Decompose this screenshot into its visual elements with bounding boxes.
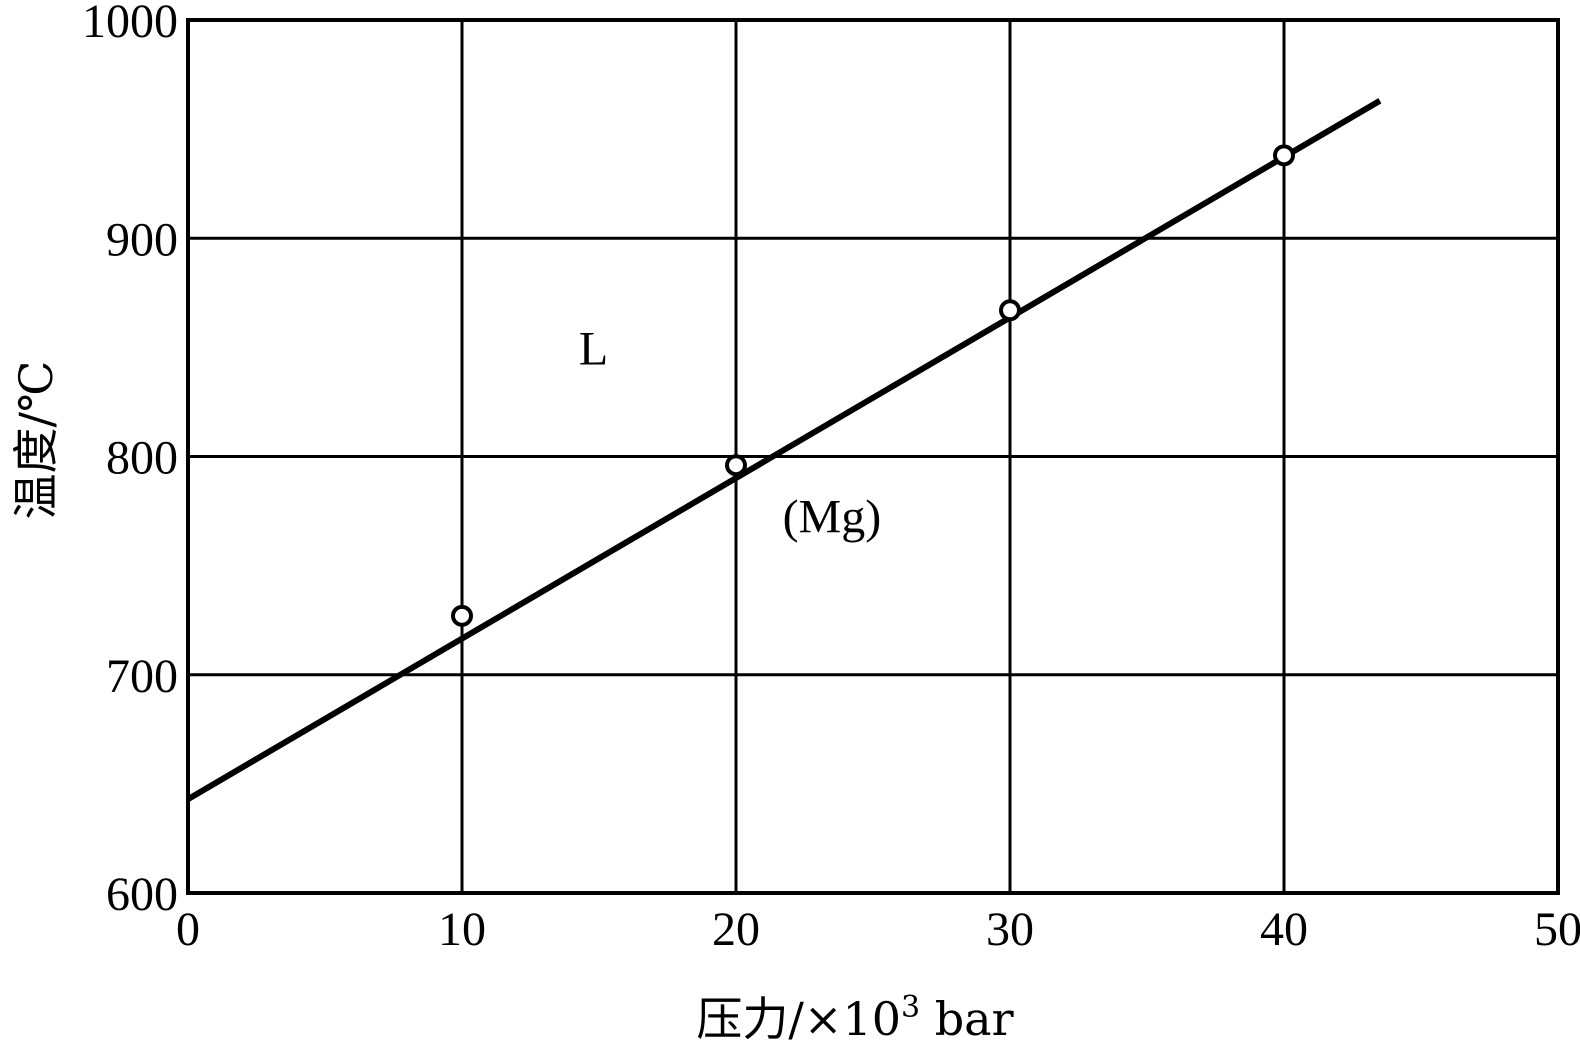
x-axis-title: 压力/×103 bar — [696, 990, 1013, 1046]
y-tick-label: 1000 — [82, 0, 178, 48]
data-point-marker — [999, 299, 1021, 322]
tick-labels: 0 10 20 30 40 50 600 700 800 900 1000 — [82, 0, 1580, 956]
grid-lines — [188, 20, 1558, 893]
data-point-marker — [451, 604, 473, 627]
y-tick-label: 600 — [106, 868, 178, 921]
x-axis-title-main: 压力/×10 — [696, 992, 901, 1046]
x-axis-title-superscript: 3 — [901, 990, 920, 1025]
x-axis-title-unit: bar — [920, 992, 1013, 1046]
series-layer — [186, 98, 1382, 802]
y-axis-title: 温度/℃ — [9, 361, 63, 520]
plot-frame — [186, 18, 1560, 895]
annotation-label: L — [579, 322, 608, 375]
series-line — [186, 98, 1382, 802]
x-tick-label: 10 — [438, 903, 486, 956]
data-point-marker — [1273, 144, 1295, 167]
y-tick-label: 900 — [106, 213, 178, 266]
x-tick-label: 50 — [1534, 903, 1580, 956]
x-tick-label: 20 — [712, 903, 760, 956]
data-point-marker — [725, 454, 747, 477]
y-tick-label: 700 — [106, 650, 178, 703]
x-tick-label: 40 — [1260, 903, 1308, 956]
annotation-label: (Mg) — [783, 490, 882, 543]
x-tick-label: 0 — [176, 903, 200, 956]
y-tick-label: 800 — [106, 432, 178, 485]
annotations: L (Mg) — [579, 322, 881, 543]
x-tick-label: 30 — [986, 903, 1034, 956]
